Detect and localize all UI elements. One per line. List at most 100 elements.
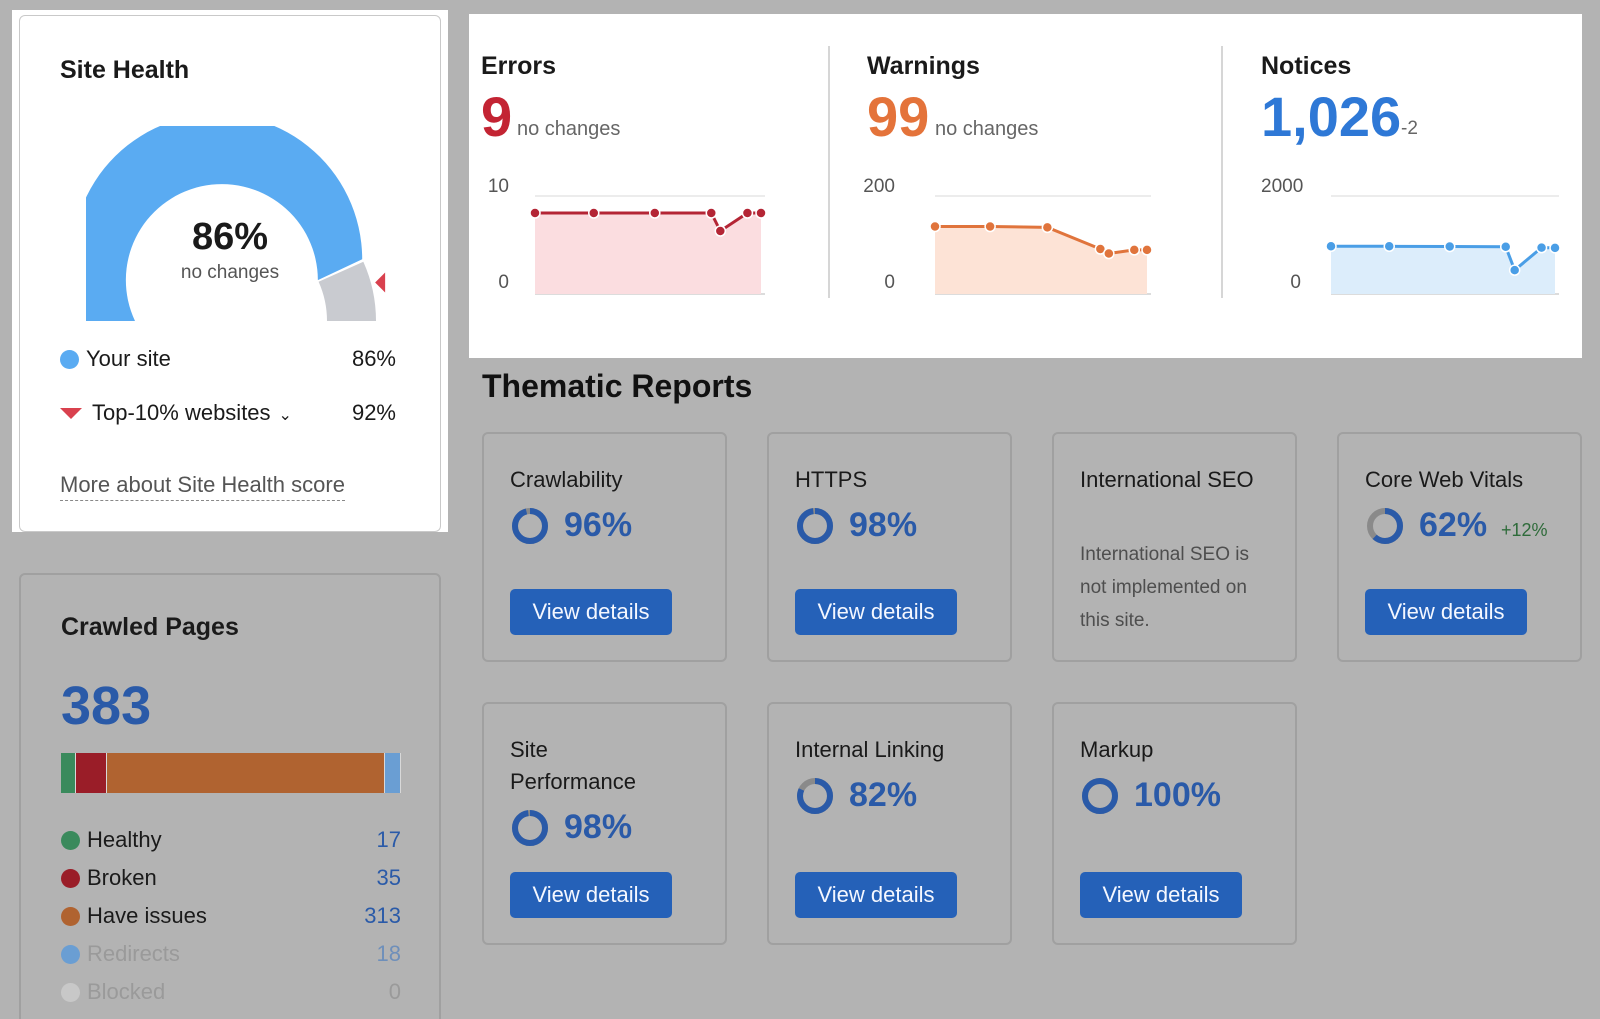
crawled-row-blocked[interactable]: Blocked 0 [61, 979, 401, 1009]
ring-progress [797, 778, 833, 814]
chart-point [755, 207, 767, 219]
bar-segment-broken[interactable] [76, 753, 108, 793]
errors-block[interactable]: Errors 9 no changes 10 0 [469, 14, 819, 358]
crawled-pages-bar [61, 753, 401, 793]
crawled-row-label: Blocked [87, 979, 166, 1004]
view-details-button[interactable]: View details [795, 589, 957, 635]
notices-y-top: 2000 [1261, 176, 1304, 197]
warnings-count[interactable]: 99 [867, 85, 930, 148]
report-name: International SEO [1080, 467, 1254, 492]
chart-point [929, 220, 941, 233]
crawled-row-label: Healthy [87, 827, 162, 852]
your-site-label: Your site [86, 346, 171, 371]
progress-ring-icon [797, 778, 833, 814]
site-health-change: no changes [180, 262, 280, 283]
errors-count[interactable]: 9 [481, 85, 513, 148]
progress-ring-icon [1082, 778, 1118, 814]
crawled-row-label: Redirects [87, 941, 180, 966]
view-details-button[interactable]: View details [795, 872, 957, 918]
site-health-score: 86% [191, 216, 269, 258]
crawled-row-label: Broken [87, 865, 157, 890]
chart-area [935, 226, 1147, 294]
chart-point [714, 225, 727, 237]
view-details-button[interactable]: View details [510, 872, 672, 918]
crawled-row-value[interactable]: 17 [376, 827, 401, 852]
chart-point [1383, 240, 1395, 253]
report-note: International SEO is not implemented on … [1080, 544, 1249, 631]
chart-point [741, 207, 754, 219]
chart-point [984, 220, 996, 233]
gauge-top10-marker-icon [375, 272, 386, 293]
progress-ring-icon [512, 810, 548, 846]
status-dot [61, 907, 80, 926]
warnings-change: no changes [935, 118, 1039, 140]
status-dot [61, 983, 80, 1002]
warnings-block[interactable]: Warnings 99 no changes 200 0 [855, 14, 1205, 358]
ring-progress [1082, 778, 1118, 814]
crawled-row-redirects[interactable]: Redirects 18 [61, 941, 401, 971]
report-card-https: HTTPS 98% View details [767, 432, 1012, 662]
crawled-row-value[interactable]: 35 [376, 865, 401, 890]
report-card-internal-linking: Internal Linking 82% View details [767, 702, 1012, 945]
gauge-your-site-arc [86, 126, 363, 321]
errors-title: Errors [481, 52, 557, 80]
view-details-button[interactable]: View details [1080, 872, 1242, 918]
report-pct: 100% [1134, 776, 1221, 814]
status-dot [61, 869, 80, 888]
warnings-title: Warnings [867, 52, 980, 80]
crawled-pages-total[interactable]: 383 [61, 676, 152, 736]
errors-chart [529, 195, 767, 295]
issues-divider [828, 46, 830, 298]
chart-point [1508, 264, 1521, 276]
report-name: Crawlability [510, 467, 623, 492]
notices-chart [1325, 195, 1561, 295]
report-card-markup: Markup 100% View details [1052, 702, 1297, 945]
chart-point [588, 207, 600, 219]
crawled-row-broken[interactable]: Broken 35 [61, 865, 401, 895]
report-name: Internal Linking [795, 737, 945, 762]
errors-change: no changes [517, 118, 621, 140]
crawled-row-value[interactable]: 18 [376, 941, 401, 966]
notices-y-bottom: 0 [1290, 272, 1301, 293]
chart-point [1499, 241, 1512, 253]
report-card-crawlability: Crawlability 96% View details [482, 432, 727, 662]
notices-title: Notices [1261, 52, 1352, 80]
chart-point [1549, 242, 1561, 254]
report-pct: 96% [564, 506, 633, 544]
status-dot [61, 831, 80, 850]
view-details-button[interactable]: View details [510, 589, 672, 635]
crawled-row-value[interactable]: 313 [364, 903, 401, 928]
legend-your-site: Your site 86% [60, 346, 396, 376]
notices-block[interactable]: Notices 1,026 -2 2000 0 [1249, 14, 1582, 358]
chevron-down-icon[interactable]: ⌄ [278, 407, 292, 424]
site-health-more-link[interactable]: More about Site Health score [60, 472, 345, 501]
crawled-row-value[interactable]: 0 [388, 979, 401, 1004]
chart-area [535, 213, 761, 294]
warnings-y-bottom: 0 [884, 272, 895, 293]
top10-label[interactable]: Top-10% websites ⌄ [92, 400, 292, 426]
bar-segment-redirects[interactable] [384, 753, 401, 793]
report-pct: 98% [849, 506, 918, 544]
top10-label-text: Top-10% websites [92, 400, 271, 425]
report-name: Core Web Vitals [1365, 467, 1524, 492]
chart-point [1443, 240, 1456, 253]
site-health-title: Site Health [60, 56, 190, 84]
site-health-card: Site Health 86% no changes Your site 86%… [19, 15, 441, 532]
chart-point [1103, 247, 1115, 260]
ring-progress [512, 810, 548, 846]
report-pct: 98% [564, 808, 633, 846]
legend-top10[interactable]: Top-10% websites ⌄ 92% [60, 400, 396, 430]
top10-marker-icon [60, 408, 82, 419]
chart-area [1331, 246, 1555, 294]
report-pct: 62% [1419, 506, 1488, 544]
chart-point [1041, 221, 1054, 234]
crawled-row-have-issues[interactable]: Have issues 313 [61, 903, 401, 933]
notices-count[interactable]: 1,026 [1261, 85, 1402, 148]
bar-segment-healthy[interactable] [61, 753, 77, 793]
report-name: HTTPS [795, 467, 868, 492]
view-details-button[interactable]: View details [1365, 589, 1527, 635]
crawled-pages-title: Crawled Pages [61, 613, 239, 641]
progress-ring-icon [1367, 508, 1403, 544]
crawled-row-healthy[interactable]: Healthy 17 [61, 827, 401, 857]
bar-segment-have-issues[interactable] [107, 753, 385, 793]
